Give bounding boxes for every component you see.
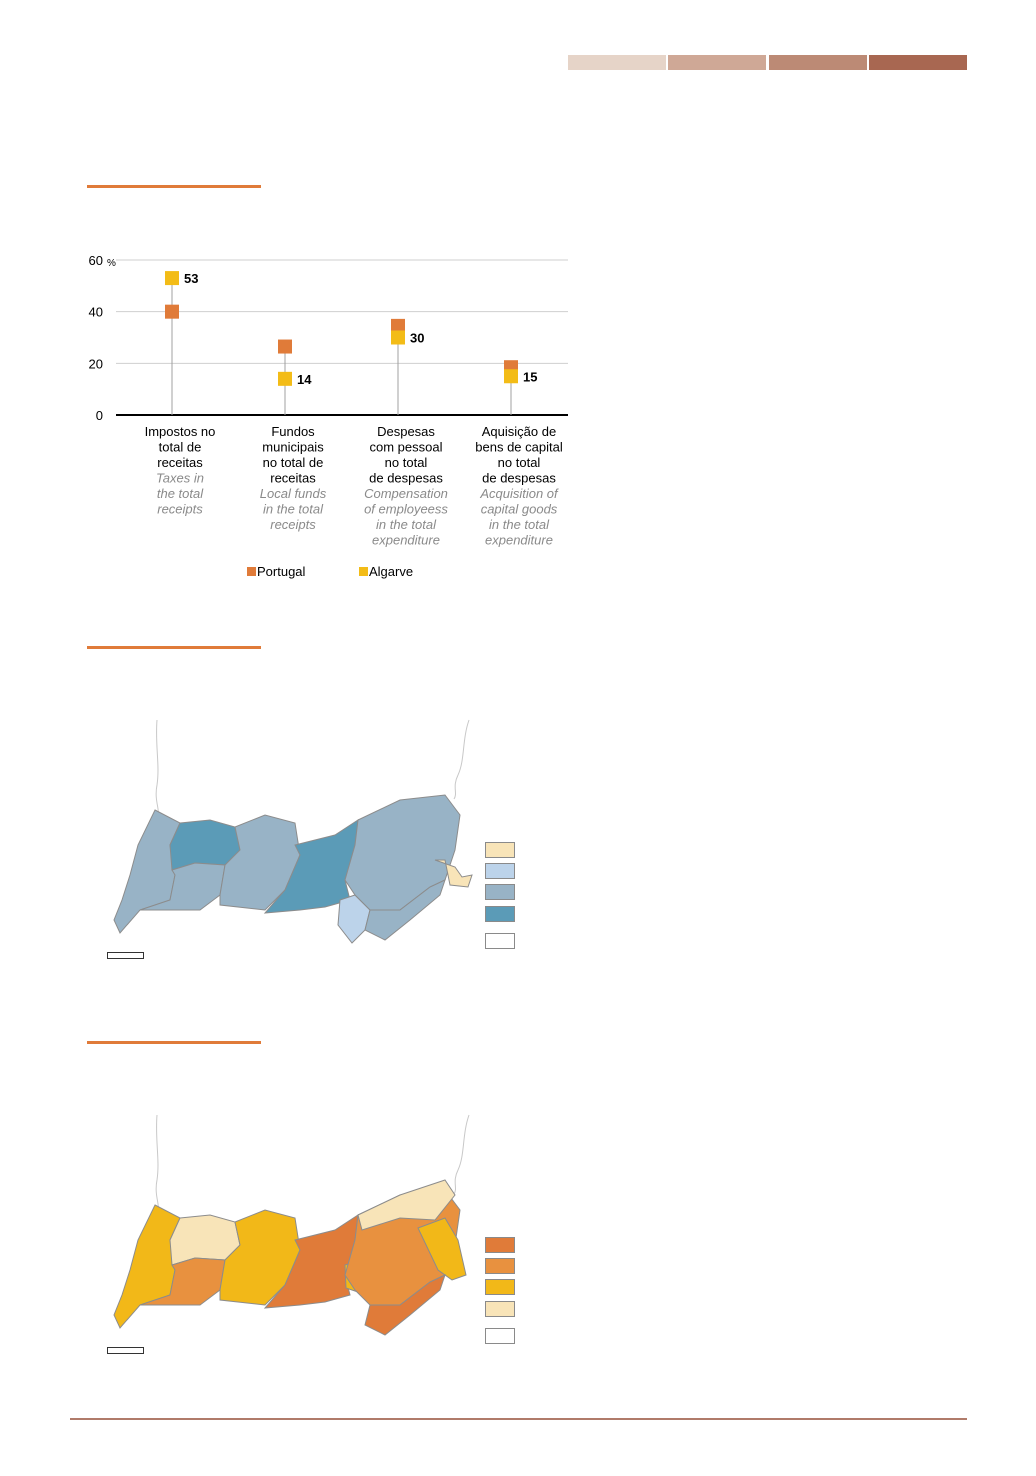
legend-label-portugal: Portugal [257,564,306,579]
category-label-pt: Despesas [377,424,435,439]
chart-gridlines [116,259,568,416]
category-label-pt: total de [159,440,202,455]
marker-algarve [278,371,292,386]
region-vrsa [434,859,473,888]
marker-algarve [165,271,179,286]
region-west [113,1204,181,1329]
category-label-pt: receitas [270,471,316,486]
region-silves [219,1209,301,1306]
region-vrsa [417,1217,467,1281]
map1-legend-box-5 [485,933,515,949]
category-label-pt: Fundos [271,424,315,439]
region-lagos [139,862,226,911]
header-band-4 [869,55,967,70]
region-coast-south [364,1274,446,1336]
category-label-en: receipts [270,517,316,532]
legend-label-algarve: Algarve [369,564,413,579]
map2-legend-box-5 [485,1328,515,1344]
category-label-en: Acquisition of [479,486,559,501]
category-label-pt: no total [385,455,428,470]
map2-scale-bar [107,1347,144,1354]
category-label-en: in the total [263,502,324,517]
marker-portugal [278,339,292,354]
category-label-en: capital goods [481,502,558,517]
map2-legend-box-1 [485,1237,515,1253]
map1-legend-box-4 [485,906,515,922]
chart-legend: Portugal Algarve [247,564,413,579]
region-west [113,809,181,934]
map2-legend-box-3 [485,1279,515,1295]
category-label-en: Compensation [364,486,448,501]
category-label-en: expenditure [372,533,440,548]
region-loule [263,818,359,914]
category-label-pt: Impostos no [145,424,216,439]
map-algarve-2 [113,1114,470,1336]
data-label: 30 [410,331,424,346]
legend-swatch-portugal [247,567,256,576]
footer-rule [70,1418,967,1420]
category-label-pt: com pessoal [370,440,443,455]
category-label-en: in the total [489,517,550,532]
data-label: 14 [297,372,312,387]
header-band-2 [668,55,766,70]
region-sao-bras-tavira [344,794,461,911]
category-label-pt: receitas [157,455,203,470]
category-label-en: in the total [376,517,437,532]
map-algarve-1 [113,719,473,944]
marker-algarve [504,369,518,384]
region-coast-south [364,879,446,941]
category-label-en: Local funds [260,486,327,501]
header-band-1 [568,55,666,70]
chart-stems [171,278,512,415]
category-label-en: Taxes in [156,471,204,486]
category-label-pt: de despesas [369,471,443,486]
category-label-pt: de despesas [482,471,556,486]
data-label: 15 [523,369,537,384]
y-tick-label: 20 [89,356,103,371]
category-label-en: the total [157,486,204,501]
marker-portugal [165,304,179,319]
region-northeast [357,1179,456,1231]
section-rule-2 [87,646,261,649]
map2-legend-box-4 [485,1301,515,1317]
header-band-3 [769,55,867,70]
map1-scale-bar [107,952,144,959]
y-tick-label: 40 [89,305,103,320]
category-label-en: of employeess [364,502,448,517]
marker-algarve [391,330,405,345]
category-label-pt: bens de capital [475,440,563,455]
marker-portugal [391,318,405,333]
map1-legend-box-1 [485,842,515,858]
section-rule-1 [87,185,261,188]
section-rule-3 [87,1041,261,1044]
category-label-en: expenditure [485,533,553,548]
y-unit-label: % [107,258,116,269]
region-loule [263,1213,359,1309]
map1-legend-box-2 [485,863,515,879]
category-label-pt: municipais [262,440,324,455]
y-tick-label: 60 [89,253,103,268]
category-label-pt: no total de [263,455,324,470]
data-label: 53 [184,271,198,286]
category-label-pt: Aquisição de [482,424,556,439]
category-label-en: receipts [157,502,203,517]
legend-swatch-algarve [359,567,368,576]
map1-legend-box-3 [485,884,515,900]
map2-legend-box-2 [485,1258,515,1274]
y-tick-label: 0 [96,408,103,423]
region-silves [219,814,301,911]
chart-marks [165,271,518,386]
region-lagos [139,1257,226,1306]
category-label-pt: no total [498,455,541,470]
